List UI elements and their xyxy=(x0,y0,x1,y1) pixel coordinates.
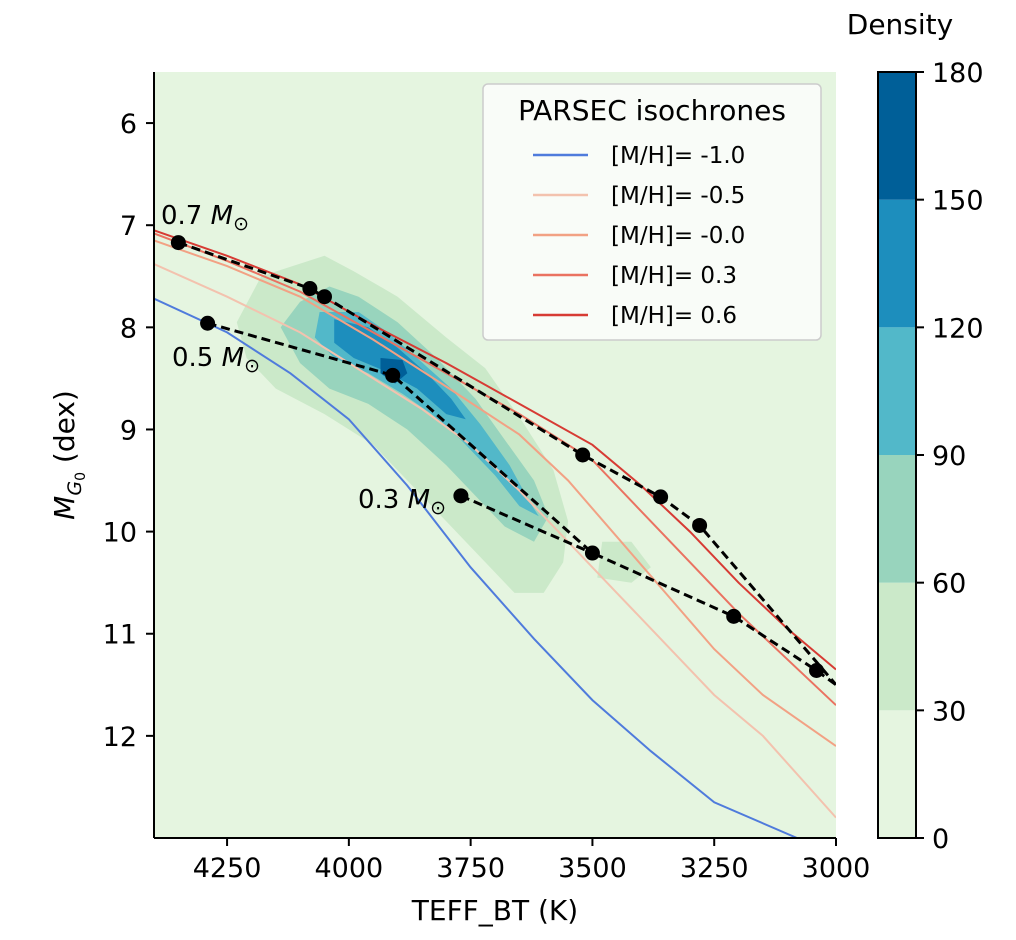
x-tick-label: 3750 xyxy=(436,853,505,884)
track-point xyxy=(726,608,742,624)
x-tick-label: 3500 xyxy=(558,853,627,884)
colorbar: Density 0 30 60 90 120 150 180 xyxy=(847,8,984,855)
colorbar-segment xyxy=(878,455,916,583)
legend-label: [M/H]= -1.0 xyxy=(611,143,745,169)
x-tick-label: 3250 xyxy=(680,853,749,884)
isochrone-line-0 xyxy=(154,297,798,838)
colorbar-segment xyxy=(878,710,916,838)
colorbar-tick-label: 90 xyxy=(932,441,966,472)
x-tick-label: 4000 xyxy=(314,853,383,884)
colorbar-title: Density xyxy=(847,8,953,41)
isochrone-line-2 xyxy=(154,239,836,747)
isochrone-line-1 xyxy=(154,263,836,819)
legend: PARSEC isochrones [M/H]= -1.0 [M/H]= -0.5 [… xyxy=(482,83,822,341)
legend-label: [M/H]= 0.3 xyxy=(611,263,737,289)
y-tick-label: 8 xyxy=(120,313,137,344)
track-point xyxy=(809,663,825,679)
legend-label: [M/H]= -0.5 xyxy=(611,183,745,209)
x-tick-label: 4250 xyxy=(193,853,262,884)
track-point xyxy=(584,545,600,561)
track-point xyxy=(575,447,591,463)
mass-track-line-2 xyxy=(460,494,594,555)
colorbar-segment xyxy=(878,582,916,711)
y-tick-label: 6 xyxy=(120,109,137,140)
track-point xyxy=(385,367,401,383)
y-tick-label: 11 xyxy=(103,620,137,651)
colorbar-tick-label: 180 xyxy=(932,58,984,89)
colorbar-tick-label: 120 xyxy=(932,313,984,344)
colorbar-segment xyxy=(878,327,916,455)
track-point xyxy=(453,488,469,504)
track-point xyxy=(200,315,216,331)
x-tick-label: 3000 xyxy=(802,853,871,884)
y-axis-label: MG0 (dex) xyxy=(48,390,89,520)
track-point xyxy=(692,517,708,533)
mass-label: 0.7 M⊙ xyxy=(161,201,249,235)
track-point xyxy=(653,489,669,505)
legend-label: [M/H]= 0.6 xyxy=(611,303,737,329)
x-axis-label: TEFF_BT (K) xyxy=(411,894,578,927)
colorbar-tick-label: 30 xyxy=(932,696,966,727)
mass-label: 0.5 M⊙ xyxy=(172,343,260,377)
track-point xyxy=(170,235,186,251)
mass-label: 0.3 M⊙ xyxy=(358,485,446,519)
colorbar-segment xyxy=(878,72,916,200)
track-point xyxy=(317,289,332,305)
track-point xyxy=(302,281,318,297)
colorbar-tick-label: 0 xyxy=(932,824,949,855)
legend-title: PARSEC isochrones xyxy=(518,94,786,127)
y-tick-label: 12 xyxy=(103,722,137,753)
colorbar-tick-label: 60 xyxy=(932,569,966,600)
y-tick-label: 7 xyxy=(120,211,137,242)
y-tick-label: 10 xyxy=(103,518,137,549)
colorbar-segment xyxy=(878,199,916,328)
legend-label: [M/H]= -0.0 xyxy=(611,223,745,249)
colorbar-tick-label: 150 xyxy=(932,186,984,217)
y-tick-label: 9 xyxy=(120,415,137,446)
